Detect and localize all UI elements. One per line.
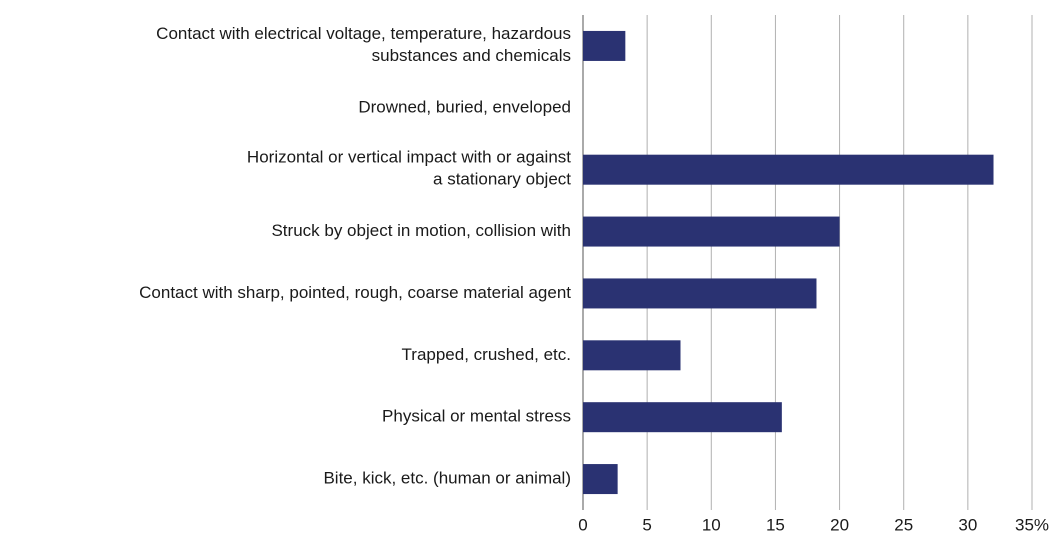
x-tick-label: 10 <box>702 515 721 534</box>
bar <box>583 216 840 247</box>
y-tick-label: Contact with electrical voltage, tempera… <box>156 24 571 65</box>
y-tick-label: Trapped, crushed, etc. <box>402 345 571 364</box>
x-tick-label: 35% <box>1015 515 1049 534</box>
bar <box>583 30 626 61</box>
bar <box>583 464 618 495</box>
y-tick-label: Physical or mental stress <box>382 407 571 426</box>
y-tick-label: Horizontal or vertical impact with or ag… <box>247 148 571 189</box>
x-tick-label: 20 <box>830 515 849 534</box>
x-tick-label: 15 <box>766 515 785 534</box>
x-tick-label: 30 <box>958 515 977 534</box>
y-tick-label: Drowned, buried, enveloped <box>358 97 571 116</box>
y-tick-label: Bite, kick, etc. (human or animal) <box>323 469 571 488</box>
x-tick-label: 5 <box>642 515 651 534</box>
bar <box>583 154 994 185</box>
x-tick-label: 0 <box>578 515 587 534</box>
x-tick-label: 25 <box>894 515 913 534</box>
bar <box>583 402 782 433</box>
bar <box>583 278 817 309</box>
y-tick-label: Contact with sharp, pointed, rough, coar… <box>139 283 571 302</box>
bar <box>583 340 681 371</box>
y-tick-label: Struck by object in motion, collision wi… <box>271 221 571 240</box>
